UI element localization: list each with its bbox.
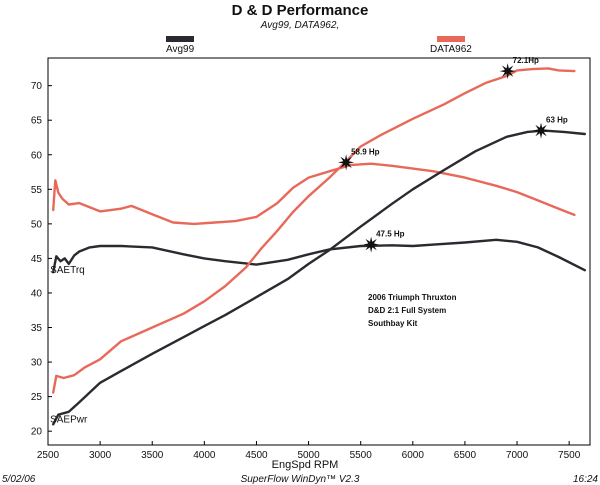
footer-software: SuperFlow WinDyn™ V2.3 xyxy=(241,474,360,485)
x-axis-label: EngSpd RPM xyxy=(272,459,339,471)
x-tick-label: 7500 xyxy=(558,450,581,461)
y-tick-label: 30 xyxy=(31,358,43,369)
curve-label: SAEPwr xyxy=(50,415,88,426)
x-tick-label: 4000 xyxy=(193,450,216,461)
series-line-avg99-torque xyxy=(52,238,586,274)
x-tick-label: 2500 xyxy=(37,450,60,461)
peak-marker xyxy=(533,122,549,139)
y-tick-label: 20 xyxy=(31,427,43,438)
legend-swatch-data962 xyxy=(437,36,465,42)
legend-label-data962: DATA962 xyxy=(430,44,472,55)
curve-labels: SAETrq SAEPwr xyxy=(50,265,88,426)
y-tick-label: 45 xyxy=(31,254,43,265)
vehicle-note-line-2: D&D 2:1 Full System xyxy=(368,306,446,315)
x-tick-label: 3500 xyxy=(141,450,164,461)
x-tick-label: 5500 xyxy=(350,450,373,461)
peak-annotations: 72.1Hp 58.9 Hp 63 Hp 47.5 Hp xyxy=(338,56,568,253)
y-tick-label: 55 xyxy=(31,185,43,196)
vehicle-note: 2006 Triumph Thruxton D&D 2:1 Full Syste… xyxy=(368,293,457,328)
peak-label: 72.1Hp xyxy=(513,56,539,65)
legend-label-avg99: Avg99 xyxy=(166,44,195,55)
footer-date: 5/02/06 xyxy=(2,474,36,485)
series-line-data962-power xyxy=(52,67,576,394)
peak-marker xyxy=(499,63,516,80)
chart-title: D & D Performance xyxy=(232,2,369,19)
x-tick-label: 6000 xyxy=(402,450,425,461)
peak-label: 47.5 Hp xyxy=(376,230,405,239)
legend-swatch-avg99 xyxy=(166,36,194,42)
plot-area xyxy=(47,57,591,446)
y-tick-label: 60 xyxy=(31,150,43,161)
peak-label: 63 Hp xyxy=(546,116,568,125)
vehicle-note-line-1: 2006 Triumph Thruxton xyxy=(368,293,457,302)
y-tick-label: 50 xyxy=(31,219,43,230)
legend: Avg99 DATA962 xyxy=(166,36,472,55)
series-line-data962-torque xyxy=(52,162,576,226)
peak-label: 58.9 Hp xyxy=(351,147,380,156)
series-layer xyxy=(52,67,586,426)
y-axis-ticks: 20 25 30 35 40 45 50 55 60 65 70 xyxy=(31,81,52,438)
x-tick-label: 6500 xyxy=(454,450,477,461)
curve-label: SAETrq xyxy=(50,265,85,276)
y-tick-label: 40 xyxy=(31,288,43,299)
peak-marker xyxy=(338,154,355,171)
x-tick-label: 5000 xyxy=(297,450,320,461)
y-tick-label: 65 xyxy=(31,116,43,127)
y-tick-label: 25 xyxy=(31,392,43,403)
x-tick-label: 4500 xyxy=(245,450,268,461)
x-axis-ticks: 2500 3000 3500 4000 4500 5000 5500 6000 6500 7000… xyxy=(37,441,581,461)
footer-time: 16:24 xyxy=(573,474,598,485)
chart-subtitle: Avg99, DATA962, xyxy=(260,20,339,31)
series-line-avg99-power xyxy=(52,129,586,426)
x-tick-label: 7000 xyxy=(506,450,529,461)
vehicle-note-line-3: Southbay Kit xyxy=(368,319,418,328)
y-tick-label: 35 xyxy=(31,323,43,334)
peak-marker xyxy=(363,236,380,253)
y-tick-label: 70 xyxy=(31,81,43,92)
x-tick-label: 3000 xyxy=(89,450,112,461)
